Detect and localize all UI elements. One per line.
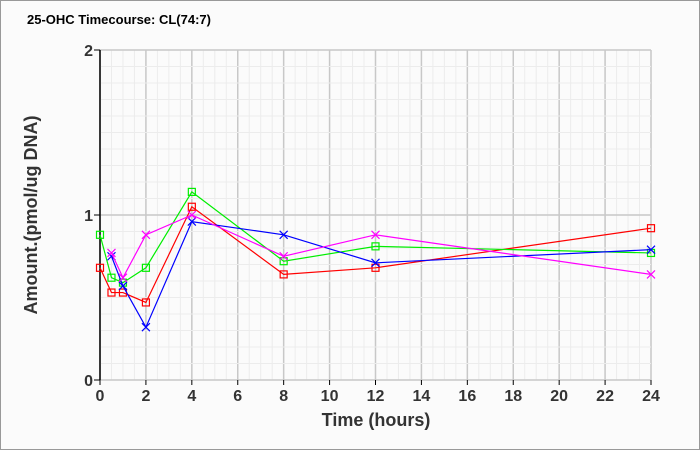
- x-tick-label: 6: [233, 388, 242, 405]
- x-tick-label: 20: [550, 388, 568, 405]
- x-tick-label: 2: [141, 388, 150, 405]
- data-point-red: [187, 202, 196, 211]
- data-point-blue: [141, 322, 151, 332]
- data-point-green: [95, 230, 105, 239]
- data-point-red: [279, 270, 288, 279]
- data-point-blue: [187, 217, 197, 227]
- series-line-green: [99, 191, 652, 284]
- x-tick-label: 18: [504, 388, 522, 405]
- data-point-red: [371, 263, 380, 272]
- data-point-blue: [371, 258, 380, 268]
- x-tick-label: 0: [96, 388, 105, 405]
- x-tick-label: 22: [596, 388, 614, 405]
- x-tick-label: 4: [187, 388, 196, 405]
- data-point-magenta: [187, 210, 197, 220]
- x-tick-label: 14: [413, 388, 431, 405]
- data-point-red: [646, 224, 656, 233]
- chart-title: 25-OHC Timecourse: CL(74:7): [27, 12, 211, 27]
- y-tick-label: 2: [84, 43, 93, 60]
- x-tick-label: 12: [367, 388, 385, 405]
- data-point-blue: [118, 281, 128, 291]
- data-point-green: [371, 242, 380, 251]
- data-point-magenta: [118, 273, 128, 283]
- series-group: [95, 187, 656, 332]
- data-point-green: [107, 273, 116, 282]
- data-point-green: [141, 263, 151, 272]
- data-point-magenta: [646, 269, 656, 279]
- x-tick-label: 24: [642, 388, 660, 405]
- series-line-red: [99, 205, 652, 304]
- data-point-magenta: [279, 251, 289, 261]
- data-point-blue: [279, 230, 289, 240]
- data-point-magenta: [371, 230, 380, 240]
- data-point-magenta: [107, 248, 116, 258]
- y-tick-label: 1: [84, 208, 93, 225]
- data-point-magenta: [141, 230, 151, 240]
- y-axis-label: Amount.(pmol/ug DNA): [21, 116, 41, 315]
- data-point-red: [95, 263, 105, 272]
- x-axis-label: Time (hours): [322, 410, 431, 430]
- data-point-red: [141, 298, 151, 307]
- y-tick-label: 0: [84, 373, 93, 390]
- x-tick-label: 16: [458, 388, 476, 405]
- data-point-blue: [646, 245, 656, 255]
- data-point-green: [279, 257, 288, 266]
- data-point-green: [187, 187, 196, 196]
- x-tick-label: 8: [279, 388, 288, 405]
- data-point-red: [107, 288, 116, 297]
- x-tick-label: 10: [321, 388, 339, 405]
- grid: [99, 49, 652, 381]
